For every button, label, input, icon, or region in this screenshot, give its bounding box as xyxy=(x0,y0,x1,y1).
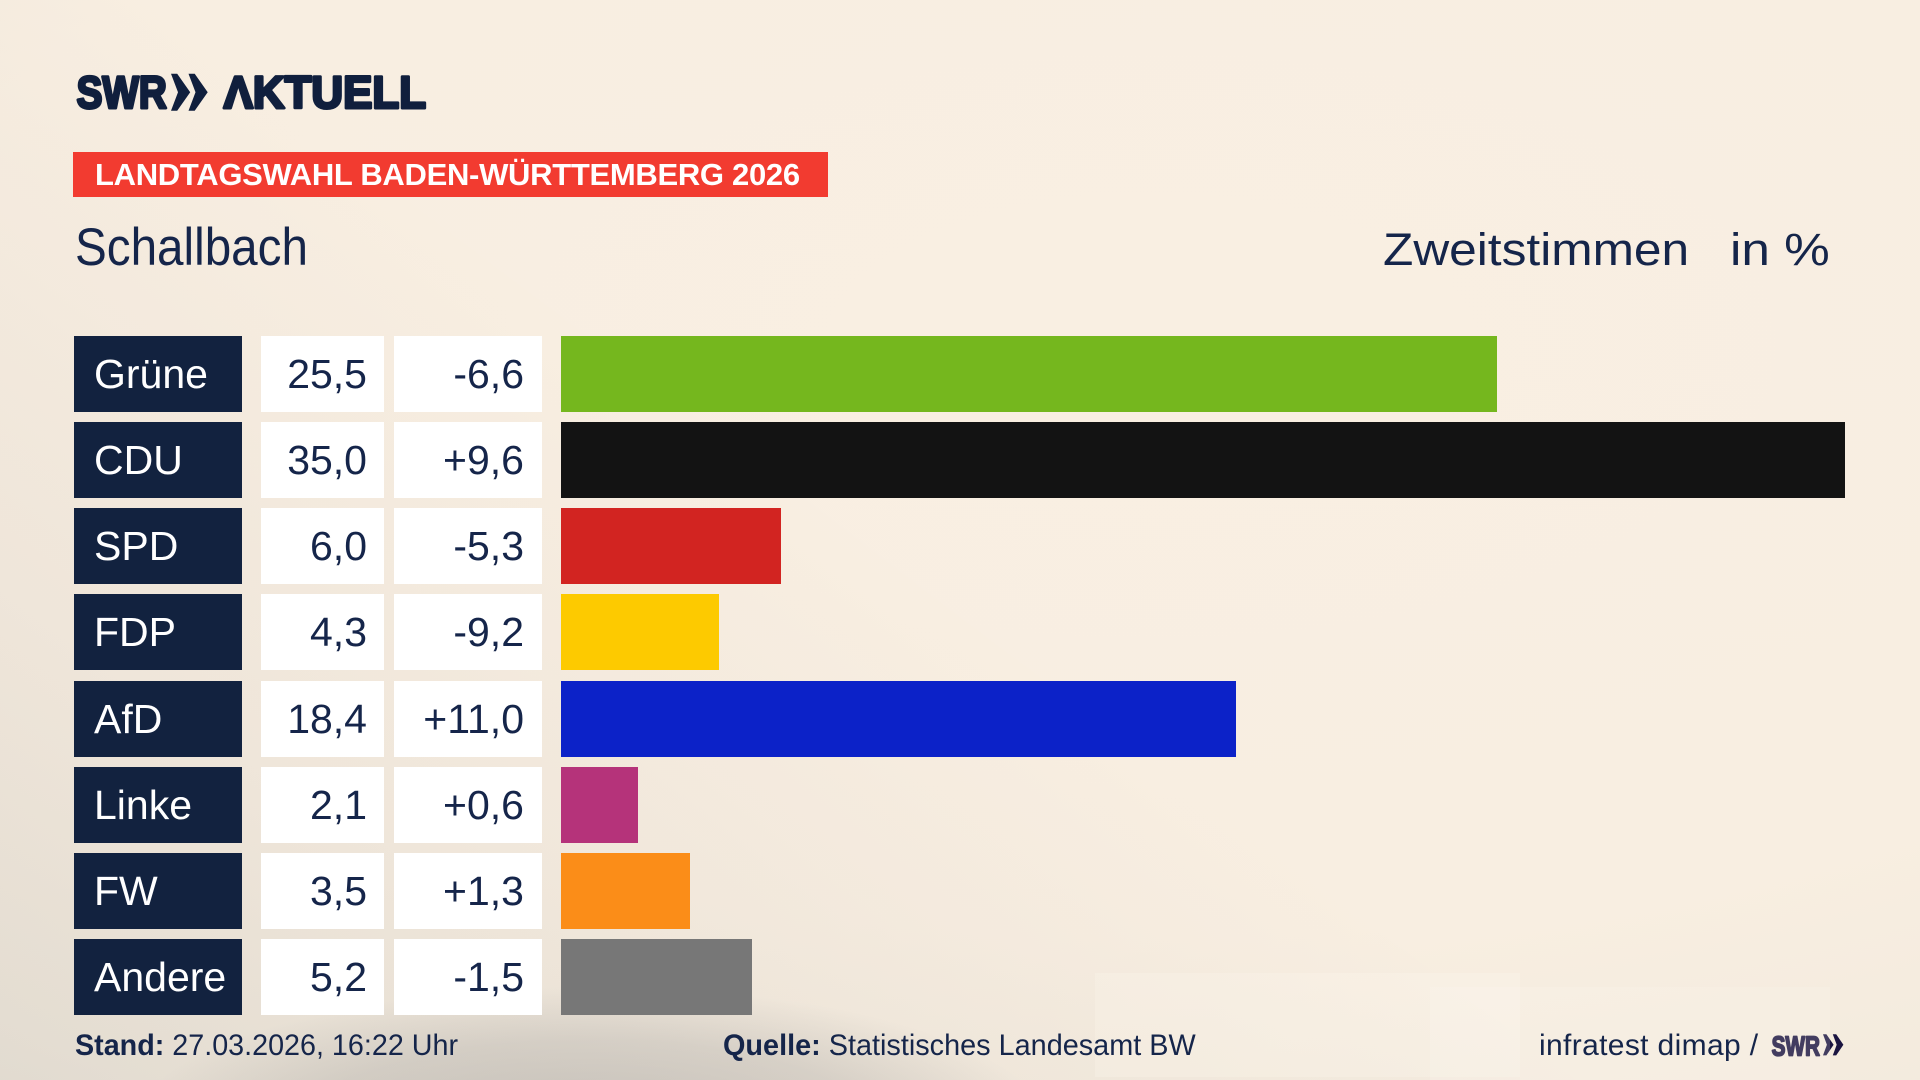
svg-text:SWR: SWR xyxy=(77,67,167,117)
svg-text:SWR: SWR xyxy=(1772,1032,1821,1063)
svg-text:ΛKTUELL: ΛKTUELL xyxy=(224,69,426,119)
